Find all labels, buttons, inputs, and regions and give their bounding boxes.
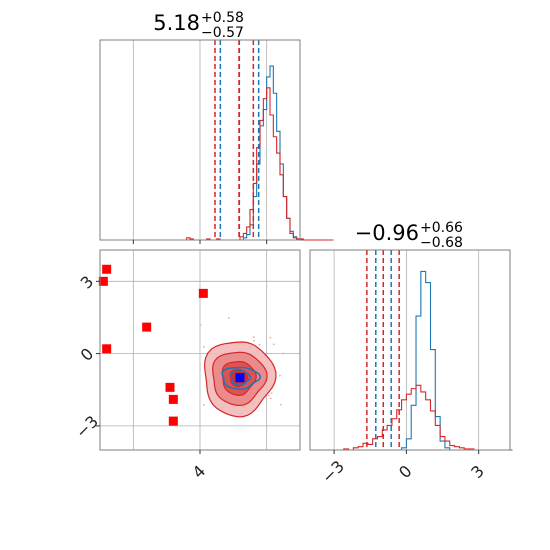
histogram-series-1 (100, 87, 334, 241)
x-tick-label-0: −3 (318, 457, 348, 487)
contour-blue-1 (230, 370, 252, 387)
marker-series-0-5 (168, 394, 178, 404)
joint-scatter-panel: 3 0 −3 4 (72, 249, 301, 482)
sample-point (199, 324, 202, 326)
sample-point (252, 336, 255, 338)
title-param-1-upper: +0.58 (201, 10, 244, 26)
sample-point (279, 403, 282, 406)
sample-point (202, 404, 205, 406)
sample-point (269, 397, 272, 400)
panel-frame-3 (309, 249, 511, 451)
title-param-1-value: 5.18 (153, 11, 200, 35)
title-param-2-lower: −0.68 (420, 235, 463, 251)
sample-point (279, 374, 281, 377)
title-param-1-lower: −0.57 (201, 25, 244, 41)
marker-series-0-6 (168, 416, 178, 426)
x-tick-label-2: 3 (467, 461, 488, 482)
sample-point (253, 339, 255, 342)
y-tick-label-0: 3 (77, 272, 98, 293)
title-param-2-upper: +0.66 (420, 220, 463, 236)
title-param-1: 5.18 +0.58 −0.57 (153, 10, 244, 41)
sample-point (282, 352, 285, 355)
sample-point (227, 317, 230, 319)
sample-point (267, 394, 270, 397)
y-tick-label-1: 0 (77, 344, 98, 365)
joint-plot-area (100, 250, 300, 450)
marker-series-1-0 (235, 373, 245, 383)
histogram-series-0 (100, 65, 334, 241)
marker-series-0-2 (102, 344, 112, 354)
x-tick-label-0: 4 (189, 461, 210, 482)
marginal-histogram-param-1 (99, 39, 334, 244)
sample-point (270, 392, 273, 395)
sample-point (269, 336, 272, 339)
sample-point (272, 343, 275, 346)
title-param-2-value: −0.96 (355, 221, 419, 245)
contour-blue-0 (221, 366, 261, 390)
histogram-series-0 (310, 270, 513, 451)
sample-point (202, 345, 205, 348)
y-tick-label-2: −3 (72, 412, 102, 442)
sample-point (258, 343, 261, 346)
marker-series-0-1 (98, 276, 108, 286)
marker-series-0-3 (142, 322, 152, 332)
histogram-series-1 (310, 384, 513, 451)
title-param-2: −0.96 +0.66 −0.68 (355, 220, 463, 251)
marginal-histogram-param-2: −3 0 3 (309, 249, 513, 487)
x-tick-label-1: 0 (395, 461, 416, 482)
marker-series-0-4 (165, 382, 175, 392)
marker-series-0-7 (198, 288, 208, 298)
marker-series-0-0 (102, 264, 112, 274)
